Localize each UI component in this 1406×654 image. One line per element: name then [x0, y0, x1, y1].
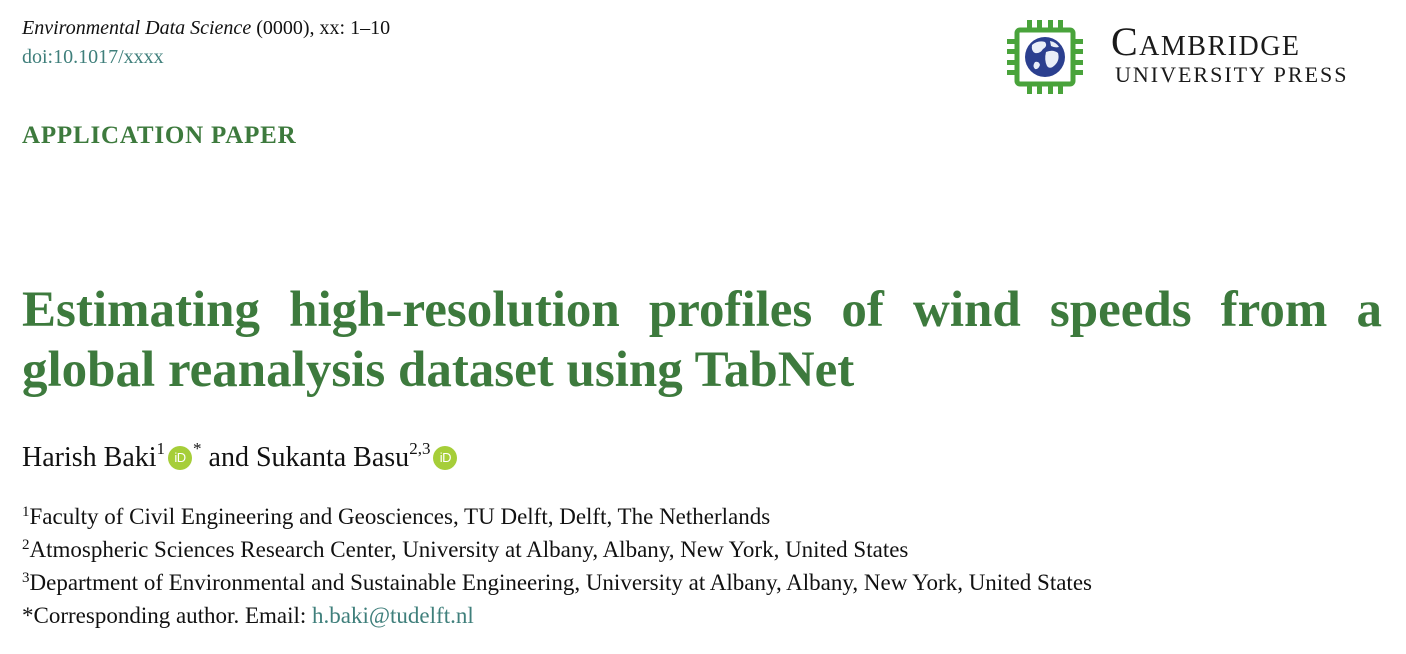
journal-citation: Environmental Data Science (0000), xx: 1…: [22, 14, 390, 42]
author-affil-ref: 2,3: [409, 439, 431, 458]
author-affil-ref: 1: [156, 439, 166, 458]
corresponding-mark: *: [193, 439, 202, 458]
affiliation-number: 1: [22, 504, 30, 520]
affiliation-item: 3Department of Environmental and Sustain…: [22, 566, 1092, 599]
affiliation-number: 2: [22, 537, 30, 553]
author-joiner: and: [208, 442, 249, 473]
journal-name: Environmental Data Science: [22, 17, 252, 39]
corresponding-label: *Corresponding author. Email:: [22, 603, 313, 628]
affiliation-text: Faculty of Civil Engineering and Geoscie…: [29, 504, 771, 529]
author-name: Sukanta Basu: [255, 442, 410, 473]
author-list: Harish Baki1 iD * and Sukanta Basu2,3 iD: [22, 440, 458, 476]
doi-link[interactable]: doi:10.1017/xxxx: [22, 46, 164, 68]
paper-type-label: APPLICATION PAPER: [22, 122, 297, 149]
orcid-icon[interactable]: iD: [168, 446, 193, 470]
publisher-logo: Cambridge UNIVERSITY PRESS: [1005, 18, 1385, 96]
journal-meta: (0000), xx: 1–10: [251, 17, 391, 39]
affiliation-item: 1Faculty of Civil Engineering and Geosci…: [22, 500, 1092, 533]
email-link[interactable]: h.baki@tudelft.nl: [312, 603, 474, 628]
author-name: Harish Baki: [22, 442, 157, 473]
paper-title: Estimating high-resolution profiles of w…: [22, 282, 1382, 398]
affiliation-number: 3: [22, 570, 30, 586]
affiliation-text: Atmospheric Sciences Research Center, Un…: [29, 537, 909, 562]
affiliation-item: 2Atmospheric Sciences Research Center, U…: [22, 533, 1092, 566]
brand-main-text: Cambridge: [1111, 19, 1301, 64]
affiliation-text: Department of Environmental and Sustaina…: [29, 570, 1092, 595]
corresponding-author-line: *Corresponding author. Email: h.baki@tud…: [22, 599, 1092, 632]
chip-globe-icon: [1007, 20, 1083, 94]
brand-sub-text: UNIVERSITY PRESS: [1115, 62, 1349, 87]
orcid-icon[interactable]: iD: [433, 446, 458, 470]
affiliation-list: 1Faculty of Civil Engineering and Geosci…: [22, 500, 1092, 632]
